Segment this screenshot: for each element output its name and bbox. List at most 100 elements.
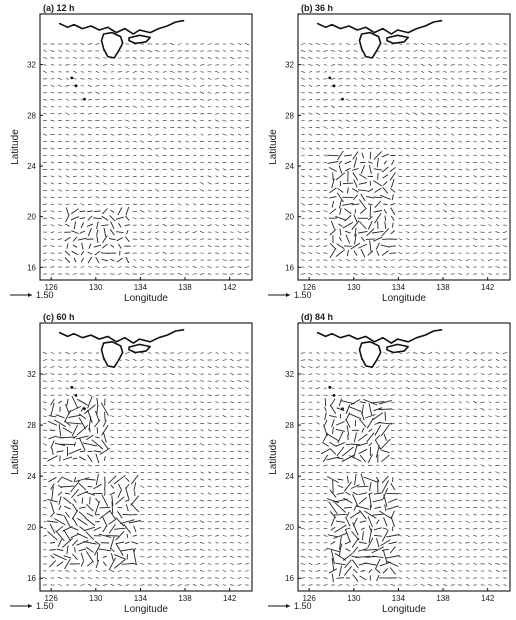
wind-vector bbox=[215, 380, 219, 382]
wind-vector bbox=[110, 221, 115, 230]
wind-vector bbox=[333, 532, 348, 539]
wind-vector bbox=[480, 352, 485, 354]
wind-vector bbox=[125, 577, 130, 579]
wind-vector bbox=[364, 562, 377, 566]
wind-vector bbox=[428, 513, 433, 516]
wind-vector bbox=[465, 224, 470, 226]
wind-vector bbox=[132, 217, 137, 220]
wind-vector bbox=[125, 359, 130, 361]
wind-vector bbox=[94, 419, 101, 428]
wind-vector bbox=[130, 503, 140, 513]
wind-vector bbox=[72, 175, 77, 178]
wind-vector bbox=[465, 154, 470, 157]
wind-vector bbox=[346, 187, 349, 194]
wind-vector bbox=[316, 520, 320, 523]
wind-vector bbox=[170, 91, 174, 94]
wind-vector bbox=[200, 105, 205, 108]
wind-vector bbox=[170, 422, 174, 425]
wind-vector bbox=[398, 182, 403, 184]
wind-vector bbox=[43, 259, 47, 261]
wind-vector bbox=[140, 161, 145, 164]
wind-vector bbox=[301, 394, 305, 396]
wind-vector bbox=[353, 84, 358, 87]
wind-vector bbox=[488, 464, 492, 467]
wind-vector bbox=[315, 436, 321, 439]
wind-vector bbox=[133, 577, 137, 579]
wind-vector bbox=[488, 570, 492, 572]
wind-vector bbox=[435, 408, 440, 410]
wind-vector bbox=[80, 576, 85, 580]
wind-vector bbox=[353, 504, 358, 511]
wind-vector bbox=[71, 230, 79, 234]
wind-vector bbox=[495, 583, 500, 587]
wind-vector bbox=[343, 566, 352, 576]
wind-vector bbox=[54, 442, 65, 446]
wind-vector bbox=[390, 179, 395, 188]
wind-vector bbox=[101, 424, 109, 436]
wind-vector bbox=[443, 217, 447, 219]
wind-vector bbox=[222, 513, 227, 516]
wind-vector bbox=[428, 105, 432, 108]
wind-vector bbox=[102, 266, 107, 268]
wind-vector bbox=[133, 394, 137, 396]
wind-vector bbox=[125, 394, 130, 397]
wind-vector bbox=[503, 147, 507, 150]
wind-vector bbox=[406, 549, 410, 551]
wind-vector bbox=[435, 513, 440, 516]
wind-vector bbox=[71, 539, 79, 547]
wind-vector bbox=[125, 147, 130, 150]
wind-vector bbox=[163, 238, 167, 240]
wind-vector bbox=[354, 473, 357, 486]
kyushu-coast bbox=[358, 341, 382, 368]
wind-vector bbox=[244, 514, 250, 516]
wind-vector bbox=[345, 491, 351, 496]
wind-vector bbox=[336, 243, 345, 249]
wind-vector bbox=[133, 482, 137, 491]
wind-vector bbox=[345, 412, 351, 421]
wind-vector bbox=[405, 154, 410, 157]
wind-vector bbox=[170, 499, 174, 502]
wind-vector bbox=[123, 523, 132, 534]
wind-vector bbox=[420, 189, 425, 192]
wind-vector bbox=[133, 119, 137, 122]
wind-vector bbox=[346, 425, 350, 436]
wind-vector bbox=[390, 457, 395, 460]
wind-vector bbox=[155, 527, 159, 530]
wind-vector bbox=[472, 436, 478, 438]
wind-vector bbox=[353, 57, 358, 59]
wind-vector bbox=[450, 148, 455, 150]
wind-vector bbox=[200, 266, 204, 268]
wind-vector bbox=[215, 91, 220, 94]
x-axis-label: Longitude bbox=[124, 604, 168, 615]
wind-vector bbox=[199, 230, 205, 234]
wind-vector bbox=[215, 147, 219, 150]
wind-vector bbox=[230, 485, 234, 488]
wind-vector bbox=[342, 202, 354, 206]
wind-vector bbox=[383, 394, 388, 396]
x-tick-label: 130 bbox=[89, 594, 103, 603]
wind-vector bbox=[323, 534, 328, 537]
wind-vector bbox=[42, 380, 48, 382]
wind-vector bbox=[308, 457, 313, 460]
wind-vector bbox=[458, 471, 462, 474]
wind-vector bbox=[192, 273, 197, 275]
wind-vector bbox=[503, 506, 507, 509]
wind-vector bbox=[237, 231, 242, 234]
wind-vector bbox=[126, 230, 129, 235]
wind-vector bbox=[413, 492, 417, 495]
wind-vector bbox=[420, 50, 425, 52]
wind-vector bbox=[330, 380, 336, 382]
wind-vector bbox=[466, 352, 470, 354]
reference-arrow-head bbox=[28, 604, 32, 608]
wind-vector bbox=[473, 570, 477, 572]
wind-vector bbox=[163, 175, 167, 177]
wind-vector bbox=[458, 50, 462, 52]
wind-vector bbox=[331, 573, 334, 583]
wind-vector bbox=[114, 554, 126, 560]
wind-vector bbox=[200, 50, 204, 52]
wind-vector bbox=[398, 387, 402, 389]
wind-vector bbox=[72, 105, 77, 108]
wind-vector bbox=[222, 380, 227, 382]
wind-vector bbox=[488, 457, 492, 459]
wind-vector bbox=[200, 252, 204, 254]
